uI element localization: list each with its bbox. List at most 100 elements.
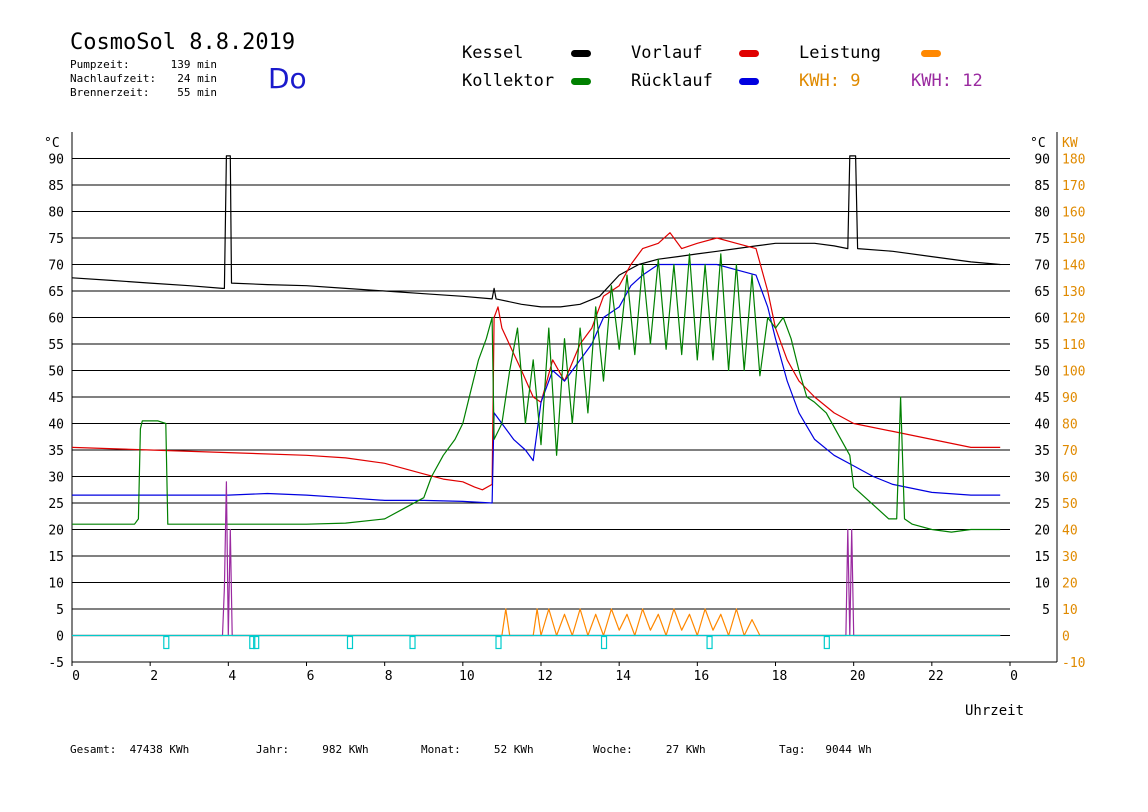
y-tick-label-right-c: 75 bbox=[1034, 232, 1050, 247]
chart-axes bbox=[71, 132, 1058, 666]
series-line-vorlauf bbox=[71, 232, 1001, 491]
x-tick-label: 18 bbox=[772, 669, 788, 684]
pump-pulse bbox=[600, 635, 608, 650]
y-tick-label-left: 10 bbox=[48, 577, 64, 592]
legend-vorlauf-swatch bbox=[739, 50, 759, 57]
legend-kollektor-label: Kollektor bbox=[462, 71, 555, 91]
y-axis-label-left: °C bbox=[44, 136, 60, 151]
series-line-kessel bbox=[71, 155, 1001, 308]
y-tick-label-right-kw: 120 bbox=[1062, 312, 1085, 327]
y-tick-label-right-c: 25 bbox=[1034, 497, 1050, 512]
legend-leistung-label: Leistung bbox=[799, 43, 881, 63]
y-tick-label-right-c: 50 bbox=[1034, 365, 1050, 380]
stat-label: Nachlaufzeit: bbox=[70, 72, 157, 85]
stat-label: Brennerzeit: bbox=[70, 86, 150, 99]
y-tick-label-right-c: 60 bbox=[1034, 312, 1050, 327]
y-tick-label-right-kw: 180 bbox=[1062, 153, 1085, 168]
x-tick-label: 4 bbox=[228, 669, 236, 684]
y-tick-label-right-c: 80 bbox=[1034, 206, 1050, 221]
y-tick-label-left: 5 bbox=[56, 603, 64, 618]
y-tick-label-right-c: 30 bbox=[1034, 471, 1050, 486]
legend-kollektor-swatch bbox=[571, 78, 591, 85]
y-tick-label-right-kw: -10 bbox=[1062, 656, 1085, 671]
x-tick-label: 2 bbox=[150, 669, 158, 684]
footer-label: Tag: bbox=[779, 743, 806, 756]
y-tick-label-right-c: 70 bbox=[1034, 259, 1050, 274]
y-tick-label-right-kw: 80 bbox=[1062, 418, 1078, 433]
stat-value: 139 min bbox=[170, 58, 217, 71]
x-tick-label: 12 bbox=[537, 669, 553, 684]
x-axis-label: Uhrzeit bbox=[965, 703, 1024, 719]
stat-pumpzeit: Pumpzeit: 139 min bbox=[70, 58, 220, 72]
x-tick-label: 10 bbox=[459, 669, 475, 684]
x-tick-label: 0 bbox=[1010, 669, 1018, 684]
stat-value: 24 min bbox=[177, 72, 217, 85]
footer-value: 982 KWh bbox=[322, 743, 369, 756]
kwh-label: KWH: bbox=[911, 71, 952, 91]
x-tick-label: 14 bbox=[615, 669, 631, 684]
y-tick-label-right-c: 45 bbox=[1034, 391, 1050, 406]
y-tick-label-right-c: 40 bbox=[1034, 418, 1050, 433]
chart-series bbox=[71, 155, 1001, 650]
y-tick-label-right-kw: 90 bbox=[1062, 391, 1078, 406]
y-tick-label-right-c: 35 bbox=[1034, 444, 1050, 459]
y-tick-label-right-kw: 10 bbox=[1062, 603, 1078, 618]
footer-label: Woche: bbox=[593, 743, 633, 756]
series-line-rcklauf bbox=[72, 263, 1001, 504]
legend-leistung-swatch bbox=[921, 50, 941, 57]
y-tick-label-left: 75 bbox=[48, 232, 64, 247]
legend-kessel-swatch bbox=[571, 50, 591, 57]
pump-pulse bbox=[249, 635, 256, 650]
y-tick-label-right-kw: 170 bbox=[1062, 179, 1085, 194]
footer-label: Gesamt: bbox=[70, 743, 117, 756]
y-tick-label-right-c: 20 bbox=[1034, 524, 1050, 539]
y-tick-label-left: 0 bbox=[56, 630, 64, 645]
x-tick-label: 6 bbox=[307, 669, 315, 684]
y-tick-label-left: 15 bbox=[48, 550, 64, 565]
footer-jahr: Jahr: 982 KWh bbox=[256, 743, 369, 756]
pump-pulse bbox=[253, 635, 260, 650]
y-axis-label-right-c: °C bbox=[1030, 136, 1046, 151]
x-tick-label: 20 bbox=[850, 669, 866, 684]
legend-ruecklauf-swatch bbox=[739, 78, 759, 85]
y-tick-label-left: 45 bbox=[48, 391, 64, 406]
y-tick-label-right-kw: 30 bbox=[1062, 550, 1078, 565]
y-tick-label-right-c: 10 bbox=[1034, 577, 1050, 592]
y-tick-label-right-kw: 60 bbox=[1062, 471, 1078, 486]
y-tick-label-left: 30 bbox=[48, 471, 64, 486]
pump-pulse bbox=[346, 635, 354, 650]
y-tick-label-right-c: 85 bbox=[1034, 179, 1050, 194]
stat-brennerzeit: Brennerzeit: 55 min bbox=[70, 86, 220, 100]
footer-label: Monat: bbox=[421, 743, 461, 756]
y-tick-label-right-kw: 160 bbox=[1062, 206, 1085, 221]
footer-value: 52 KWh bbox=[493, 743, 534, 756]
y-tick-label-right-kw: 70 bbox=[1062, 444, 1078, 459]
y-tick-label-left: 60 bbox=[48, 312, 64, 327]
chart-labels: 908580757065605550454035302520151050-590… bbox=[44, 136, 1085, 719]
kwh-value: 12 bbox=[962, 71, 983, 91]
y-tick-label-right-kw: 150 bbox=[1062, 232, 1085, 247]
y-tick-label-left: 80 bbox=[48, 206, 64, 221]
x-tick-label: 0 bbox=[72, 669, 80, 684]
y-tick-label-right-c: 5 bbox=[1042, 603, 1050, 618]
y-tick-label-left: 65 bbox=[48, 285, 64, 300]
legend-kessel-label: Kessel bbox=[462, 43, 524, 63]
footer-gesamt: Gesamt: 47438 KWh bbox=[70, 743, 189, 756]
pump-pulse bbox=[409, 635, 416, 650]
y-tick-label-right-kw: 110 bbox=[1062, 338, 1085, 353]
weekday-label: Do bbox=[268, 62, 307, 95]
footer-tag: Tag: 9044 Wh bbox=[779, 743, 872, 756]
chart-title: CosmoSol 8.8.2019 bbox=[70, 30, 296, 55]
y-tick-label-left: 70 bbox=[48, 259, 64, 274]
footer-woche: Woche: 27 KWh bbox=[593, 743, 706, 756]
kwh-label: KWH: bbox=[799, 71, 840, 91]
y-tick-label-right-c: 65 bbox=[1034, 285, 1050, 300]
pump-pulse bbox=[706, 635, 713, 650]
y-tick-label-left: 35 bbox=[48, 444, 64, 459]
footer-monat: Monat: 52 KWh bbox=[421, 743, 534, 756]
chart-grid bbox=[72, 158, 1010, 636]
kwh-brenner: KWH: 12 bbox=[911, 71, 983, 91]
y-tick-label-right-kw: 140 bbox=[1062, 259, 1085, 274]
pump-pulse bbox=[163, 635, 170, 650]
